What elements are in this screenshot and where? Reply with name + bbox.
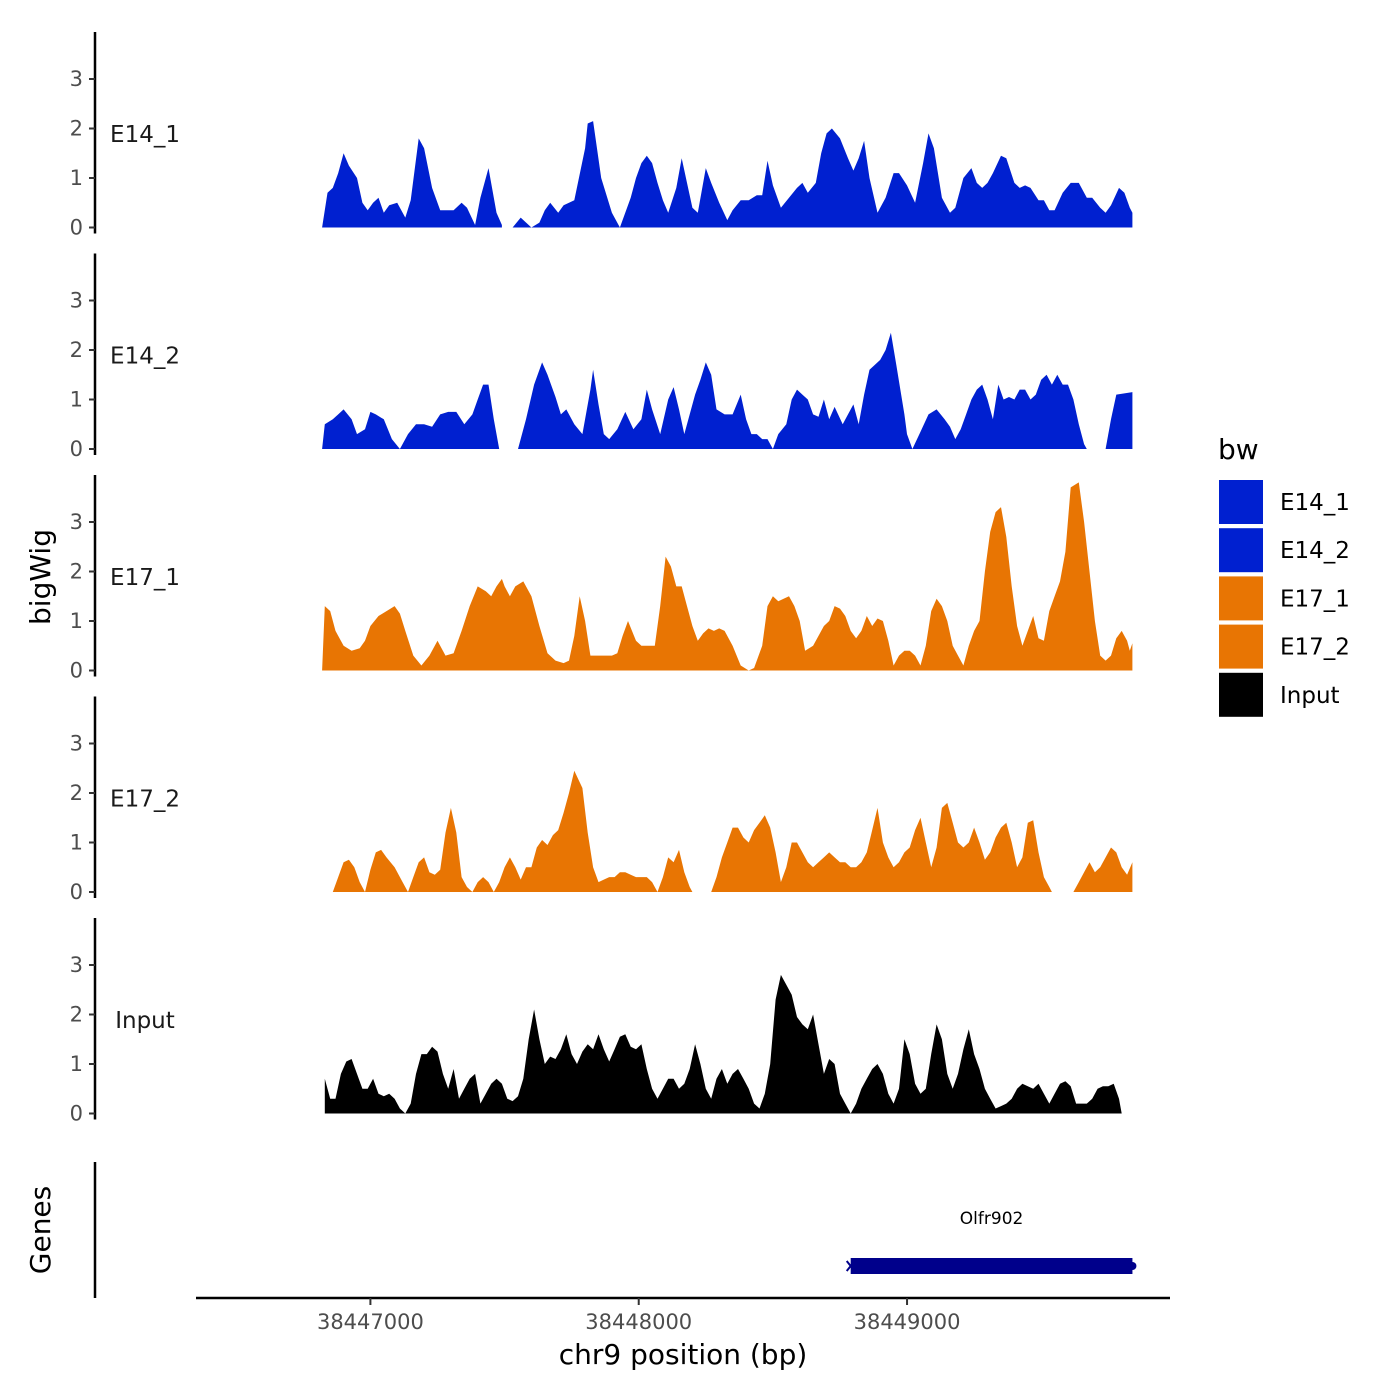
gene-end-marker — [1128, 1262, 1137, 1270]
signal-area-E14_2 — [518, 332, 1087, 449]
bigwig-tracks: 0 1 2 3 E14_1 0 1 2 3 E14_2 0 1 2 3 E17_1 0 1 2 3 E17_2 0 1 2 3… — [70, 32, 1133, 1126]
track-label: E14_1 — [110, 122, 180, 148]
track-label: Input — [115, 1008, 175, 1034]
signal-area-E14_1 — [512, 121, 1133, 228]
x-tick-label: 38448000 — [585, 1310, 692, 1334]
y-tick-label: 2 — [70, 560, 83, 584]
track-label: E17_1 — [110, 565, 180, 591]
track-label: E17_2 — [110, 787, 180, 813]
track-E14_2: 0 1 2 3 E14_2 — [70, 253, 1133, 461]
gene-body — [850, 1258, 1133, 1274]
genes-axis-title: Genes — [24, 1186, 57, 1274]
legend-item-Input: Input — [1219, 672, 1340, 717]
gene-start-marker — [845, 1260, 856, 1272]
track-label: E14_2 — [110, 344, 180, 370]
signal-area-E17_2 — [332, 770, 693, 892]
legend-item-E14_1: E14_1 — [1219, 480, 1350, 524]
signal-area-E17_1 — [322, 482, 1133, 671]
gene-track: Olfr902 — [93, 1162, 1137, 1298]
legend-swatch — [1219, 672, 1263, 717]
signal-area-E17_2 — [711, 802, 1052, 892]
y-tick-label: 3 — [70, 953, 83, 977]
legend-item-E17_1: E17_1 — [1219, 576, 1350, 621]
track-E17_1: 0 1 2 3 E17_1 — [70, 475, 1133, 683]
gene-Olfr902: Olfr902 — [845, 1209, 1137, 1274]
y-tick-label: 0 — [70, 437, 83, 461]
signal-area-Input — [324, 974, 1122, 1114]
legend-item-E17_2: E17_2 — [1219, 624, 1350, 669]
y-tick-label: 1 — [70, 609, 83, 633]
legend-swatch — [1219, 576, 1263, 621]
y-tick-label: 2 — [70, 117, 83, 141]
track-Input: 0 1 2 3 Input — [70, 918, 1122, 1126]
legend-label: Input — [1280, 683, 1340, 709]
gene-label: Olfr902 — [960, 1209, 1024, 1229]
y-tick-label: 2 — [70, 781, 83, 805]
x-tick-label: 38447000 — [317, 1310, 424, 1334]
y-tick-label: 0 — [70, 216, 83, 240]
y-tick-label: 3 — [70, 732, 83, 756]
y-tick-label: 3 — [70, 67, 83, 91]
signal-area-E14_2 — [322, 384, 500, 449]
legend-swatch — [1219, 528, 1263, 573]
y-axis-title: bigWig — [24, 529, 57, 625]
x-axis: 38447000 38448000 38449000 — [196, 1296, 1170, 1334]
legend-swatch — [1219, 624, 1263, 669]
y-tick-label: 0 — [70, 1102, 83, 1126]
legend-label: E14_2 — [1280, 538, 1350, 564]
signal-area-E14_1 — [322, 138, 502, 228]
y-tick-label: 1 — [70, 831, 83, 855]
legend: bw E14_1 E14_2 E17_1 E17_2 Input — [1218, 433, 1350, 717]
y-tick-label: 1 — [70, 1052, 83, 1076]
y-tick-label: 0 — [70, 659, 83, 683]
track-E14_1: 0 1 2 3 E14_1 — [70, 32, 1133, 240]
legend-item-E14_2: E14_2 — [1219, 528, 1350, 573]
signal-area-E17_2 — [1073, 847, 1133, 892]
x-axis-title: chr9 position (bp) — [559, 1338, 808, 1371]
y-tick-label: 1 — [70, 388, 83, 412]
legend-title: bw — [1218, 433, 1259, 466]
legend-label: E17_2 — [1280, 635, 1350, 661]
track-E17_2: 0 1 2 3 E17_2 — [70, 696, 1133, 904]
legend-label: E14_1 — [1280, 490, 1350, 516]
y-tick-label: 3 — [70, 510, 83, 534]
y-tick-label: 2 — [70, 1003, 83, 1027]
y-tick-label: 1 — [70, 166, 83, 190]
signal-area-E14_2 — [1105, 392, 1133, 449]
y-tick-label: 2 — [70, 338, 83, 362]
y-tick-label: 0 — [70, 880, 83, 904]
x-tick-label: 38449000 — [854, 1310, 961, 1334]
legend-swatch — [1219, 480, 1263, 524]
legend-label: E17_1 — [1280, 586, 1350, 612]
y-tick-label: 3 — [70, 289, 83, 313]
